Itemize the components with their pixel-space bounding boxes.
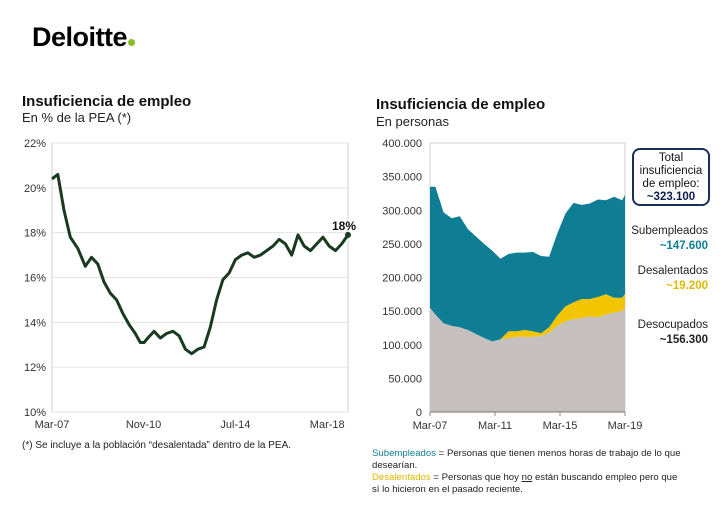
right-x-tick-label: Mar-07 [413,420,448,432]
note-desalentados: Desalentados = Personas que hoy no están… [372,472,682,496]
total-line2: insuficiencia [639,165,703,177]
right-y-tick-label: 250.000 [382,239,422,251]
total-value: ~323.100 [646,191,696,203]
label-sub-value: ~147.600 [659,240,708,252]
right-chart-subtitle: En personas [376,114,449,129]
area-subempleados [430,186,625,342]
note-subempleados: Subempleados = Personas que tienen menos… [372,448,682,472]
left-y-tick-label: 10% [24,407,46,419]
label-des-value: ~19.200 [666,280,708,292]
left-chart-title: Insuficiencia de empleo [22,93,192,110]
right-chart-title: Insuficiencia de empleo [376,96,546,113]
left-x-tick-label: Mar-18 [310,419,345,431]
total-line1: Total [658,152,684,164]
note-sub-term: Subempleados [372,448,437,459]
left-x-tick-label: Nov-10 [126,419,161,431]
label-deso-value: ~156.300 [659,334,708,346]
left-y-tick-label: 12% [24,362,46,374]
right-x-tick-label: Mar-11 [478,420,512,432]
right-y-tick-label: 400.000 [382,138,422,150]
total-line3: de empleo: [642,178,700,190]
right-y-tick-label: 350.000 [382,172,422,184]
note-sub-def: = Personas que tienen menos horas de tra… [372,448,681,471]
right-y-tick-label: 200.000 [382,273,422,285]
area-desocupados [430,306,625,412]
right-x-tick-label: Mar-19 [608,420,643,432]
left-chart-subtitle: En % de la PEA (*) [22,110,132,125]
left-end-point [345,231,351,238]
left-x-tick-label: Mar-07 [35,419,70,431]
label-desalentados: Desalentados ~19.200 [638,264,708,294]
left-y-tick-label: 18% [24,228,46,240]
right-x-tick-label: Mar-15 [543,420,578,432]
left-line-chart: 22% 20% 18% 16% 14% 12% 10%Mar-07 Nov-10 Jul-14 M… [24,138,356,431]
note-des-term: Desalentados [372,472,431,483]
right-y-tick-label: 150.000 [382,306,422,318]
left-x-tick-label: Jul-14 [220,419,250,431]
label-deso-name: Desocupados [637,319,708,331]
right-y-tick-label: 100.000 [382,340,422,352]
right-y-tick-label: 300.000 [382,205,422,217]
left-end-label: 18% [332,219,356,233]
left-footnote: (*) Se incluye a la población “desalenta… [22,440,292,451]
area-desalentados [430,294,625,342]
label-subempleados: Subempleados ~147.600 [631,224,708,254]
label-des-name: Desalentados [637,265,708,277]
note-des-def-a: = Personas que hoy [430,472,522,483]
total-callout: Total insuficiencia de empleo: ~323.100 [632,148,710,206]
note-des-def-u: no [521,472,533,483]
right-footnote: Subempleados = Personas que tienen menos… [372,448,682,496]
label-desocupados: Desocupados ~156.300 [638,318,708,348]
right-area-chart: 400.000 350.000 300.000 250.000 200.000 150.0… [382,138,642,432]
left-y-tick-label: 22% [24,138,46,150]
right-y-tick-label: 0 [416,407,422,419]
left-y-tick-label: 16% [24,273,46,285]
logo-dot [128,39,136,46]
right-y-tick-label: 50.000 [388,373,422,385]
note-des-def-b: están buscando empleo pero que sí lo hic… [372,472,678,495]
deloitte-logo: Deloitte [32,22,136,53]
left-y-tick-label: 20% [24,183,46,195]
left-series-line [51,172,350,356]
label-sub-name: Subempleados [631,225,708,237]
left-y-tick-label: 14% [24,317,46,329]
